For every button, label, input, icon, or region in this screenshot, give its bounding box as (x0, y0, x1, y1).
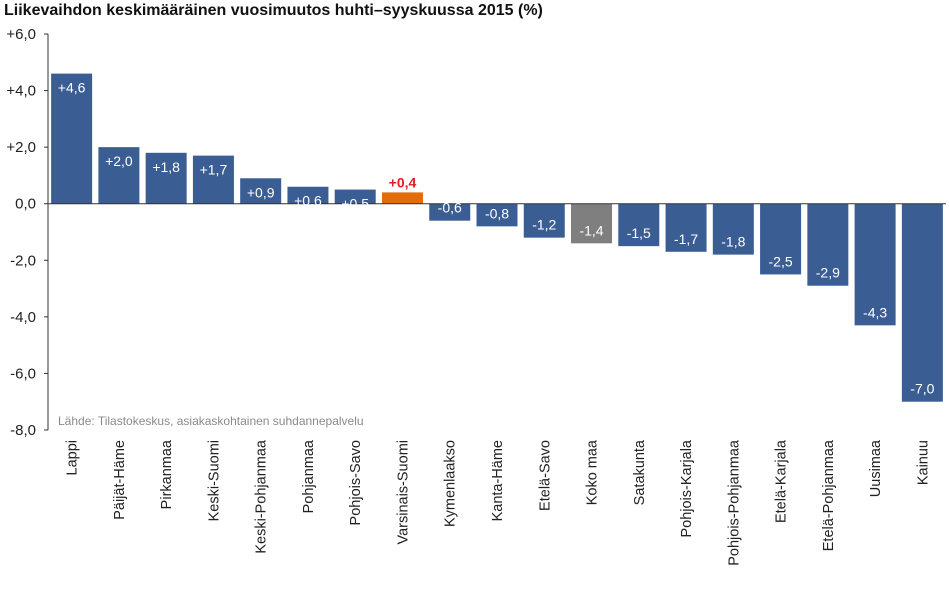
category-label: Etelä-Savo (537, 440, 553, 511)
category-label: Pohjanmaa (301, 439, 317, 513)
bar (51, 73, 93, 204)
data-label: -1,7 (674, 231, 698, 247)
data-label: -1,5 (627, 225, 651, 241)
bar (807, 203, 849, 286)
data-label: -7,0 (910, 381, 934, 397)
data-label: -4,3 (863, 304, 887, 320)
data-label: +0,6 (294, 193, 322, 209)
category-label: Pirkanmaa (159, 439, 175, 509)
y-tick-label: 0,0 (15, 196, 36, 213)
bar (98, 147, 140, 204)
data-label: +2,0 (105, 153, 133, 169)
category-label: Satakunta (632, 439, 648, 505)
data-label: -2,5 (769, 253, 793, 269)
bar (571, 203, 613, 244)
bar (334, 189, 376, 204)
category-label: Kanta-Häme (490, 440, 506, 521)
bar (854, 203, 896, 326)
data-label: -2,9 (816, 265, 840, 281)
bar (901, 203, 943, 402)
bar (618, 203, 660, 247)
category-label: Keski-Suomi (206, 440, 222, 521)
data-label: +4,6 (58, 80, 86, 96)
bar (665, 203, 707, 252)
bar (712, 203, 754, 255)
category-label: Päijät-Häme (112, 440, 128, 520)
bar (523, 203, 565, 238)
category-label: Pohjois-Karjala (679, 439, 695, 537)
bar (760, 203, 802, 275)
data-label: +0,5 (341, 196, 369, 212)
source-note: Lähde: Tilastokeskus, asiakaskohtainen s… (58, 414, 364, 428)
data-label: -1,4 (579, 222, 603, 238)
data-label: -1,2 (532, 217, 556, 233)
bar (287, 186, 329, 204)
category-label: Kymenlaakso (443, 440, 459, 527)
data-label: +0,4 (389, 174, 417, 190)
category-label: Pohjois-Savo (348, 440, 364, 525)
bar (192, 155, 234, 204)
data-label: -0,8 (485, 205, 509, 221)
bar (476, 203, 518, 227)
category-label: Varsinais-Suomi (395, 440, 411, 545)
bar (145, 152, 187, 204)
bar (381, 192, 423, 204)
y-tick-label: -8,0 (10, 422, 36, 439)
y-tick-label: +2,0 (6, 139, 36, 156)
category-label: Uusimaa (868, 439, 884, 497)
data-label: -1,8 (721, 234, 745, 250)
category-label: Koko maa (585, 439, 601, 505)
chart-title: Liikevaihdon keskimääräinen vuosimuutos … (4, 2, 543, 19)
data-labels-group: +4,6 +2,0 +1,8 +1,7 +0,9 +0,6 +0,5 +0,4 -0,6 -0,8… (58, 80, 935, 397)
bars-group (48, 73, 946, 402)
y-tick-label: -4,0 (10, 309, 36, 326)
y-tick-label: -6,0 (10, 365, 36, 382)
y-tick-label: +6,0 (6, 26, 36, 43)
bar (429, 203, 471, 221)
category-label: Lappi (65, 440, 81, 475)
category-label: Kainuu (915, 440, 931, 485)
data-label: +1,8 (152, 159, 180, 175)
bar (240, 178, 282, 204)
category-label: Keski-Pohjanmaa (254, 439, 270, 554)
y-axis: +6,0 +4,0 +2,0 0,0 -2,0 -4,0 -6,0 -8,0 (6, 26, 49, 439)
category-label: Etelä-Pohjanmaa (821, 439, 837, 551)
category-labels-group: Lappi Päijät-Häme Pirkanmaa Keski-Suomi Kesk… (65, 439, 932, 566)
data-label: +0,9 (247, 184, 275, 200)
data-label: +1,7 (200, 162, 228, 178)
data-label: -0,6 (438, 200, 462, 216)
y-tick-label: -2,0 (10, 252, 36, 269)
category-label: Pohjois-Pohjanmaa (726, 439, 742, 566)
y-tick-label: +4,0 (6, 83, 36, 100)
category-label: Etelä-Karjala (774, 439, 790, 523)
